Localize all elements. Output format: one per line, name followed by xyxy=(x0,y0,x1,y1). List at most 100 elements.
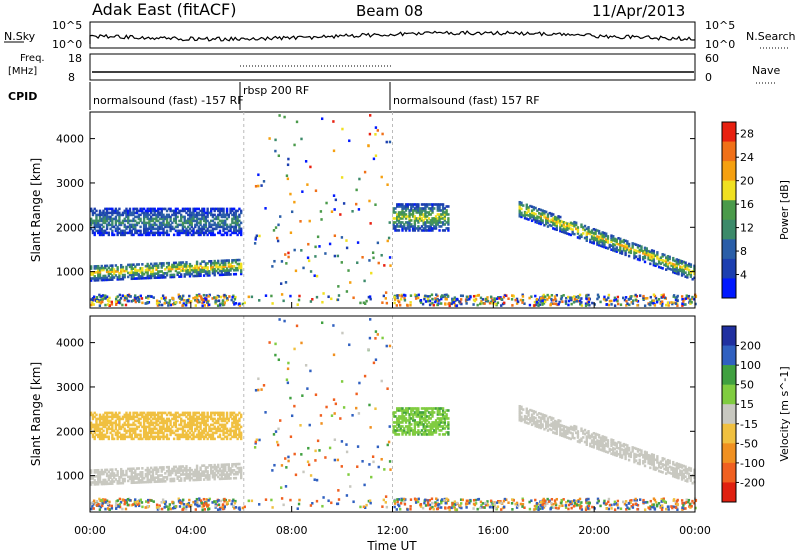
power-cell xyxy=(614,298,618,301)
power-cell xyxy=(206,300,209,304)
velocity-cell xyxy=(185,415,188,419)
power-cell xyxy=(691,277,694,281)
power-cell xyxy=(121,265,125,269)
velocity-cell xyxy=(222,429,225,433)
velocity-cell xyxy=(410,429,413,432)
colorbar-tick-label: 16 xyxy=(740,198,754,211)
velocity-cell xyxy=(162,433,165,437)
power-cell xyxy=(199,262,202,266)
velocity-cell xyxy=(610,438,613,442)
velocity-cell xyxy=(447,431,450,434)
velocity-cell xyxy=(128,429,132,433)
power-cell xyxy=(199,268,202,272)
power-cell xyxy=(134,300,137,304)
power-cell xyxy=(93,207,96,211)
velocity-cell xyxy=(436,502,439,505)
power-cell xyxy=(539,216,543,220)
power-cell xyxy=(596,293,600,297)
velocity-cell xyxy=(522,418,525,421)
velocity-cell xyxy=(418,411,422,414)
velocity-cell xyxy=(672,470,675,474)
velocity-cell xyxy=(426,407,429,410)
power-cell xyxy=(215,269,218,273)
power-cell xyxy=(95,221,98,225)
power-cell xyxy=(213,233,216,237)
power-cell xyxy=(527,218,530,221)
power-cell xyxy=(404,209,408,212)
power-cell xyxy=(406,225,409,228)
power-cell xyxy=(199,264,202,268)
power-cell xyxy=(197,270,201,274)
velocity-cell xyxy=(139,413,142,417)
velocity-cell xyxy=(652,455,656,459)
power-cell xyxy=(172,261,176,265)
power-cell xyxy=(190,233,193,237)
power-cell xyxy=(585,235,588,238)
velocity-cell xyxy=(434,423,438,426)
velocity-cell xyxy=(229,469,232,472)
velocity-cell xyxy=(239,470,243,474)
power-cell xyxy=(273,259,276,263)
power-cell xyxy=(202,211,206,215)
power-cell xyxy=(684,265,687,269)
power-cell xyxy=(297,298,301,302)
velocity-cell xyxy=(434,431,438,434)
velocity-cell xyxy=(229,473,232,476)
velocity-cell xyxy=(91,415,95,419)
power-cell xyxy=(187,231,190,235)
velocity-cell xyxy=(606,451,610,454)
power-cell xyxy=(104,303,107,307)
velocity-cell xyxy=(447,433,450,436)
power-cell xyxy=(401,213,404,216)
power-cell xyxy=(586,297,589,301)
power-cell xyxy=(363,279,366,283)
power-cell xyxy=(208,221,211,225)
power-cell xyxy=(293,248,296,252)
velocity-cell xyxy=(165,421,169,425)
power-cell xyxy=(112,225,116,229)
velocity-cell xyxy=(211,437,215,441)
velocity-cell xyxy=(209,437,213,441)
velocity-cell xyxy=(684,471,687,474)
colorbar-tick-label: 4 xyxy=(740,269,747,282)
power-cell xyxy=(144,209,148,213)
power-cell xyxy=(438,203,441,206)
power-cell xyxy=(116,295,119,298)
power-cell xyxy=(441,213,445,216)
velocity-cell xyxy=(187,423,190,427)
velocity-cell xyxy=(636,448,640,451)
power-cell xyxy=(104,231,107,235)
velocity-cell xyxy=(127,435,130,439)
power-cell xyxy=(684,261,687,265)
power-cell xyxy=(631,302,635,305)
velocity-cell xyxy=(399,407,402,410)
power-cell xyxy=(608,299,612,303)
velocity-cell xyxy=(545,420,548,424)
power-cell xyxy=(396,203,399,206)
power-cell xyxy=(204,219,208,223)
velocity-cell xyxy=(566,432,569,435)
power-cell xyxy=(686,264,689,267)
velocity-cell xyxy=(239,425,243,429)
velocity-cell xyxy=(679,469,682,473)
velocity-cell xyxy=(162,480,165,483)
velocity-cell xyxy=(128,417,132,421)
power-cell xyxy=(158,213,162,217)
velocity-cell xyxy=(567,426,571,430)
power-cell xyxy=(137,298,141,301)
power-cell xyxy=(132,233,135,237)
power-cell xyxy=(151,227,155,231)
velocity-cell xyxy=(146,421,149,425)
power-cell xyxy=(100,233,103,237)
velocity-cell xyxy=(227,467,231,470)
power-cell xyxy=(105,276,109,280)
power-cell xyxy=(188,217,192,221)
power-cell xyxy=(145,296,148,299)
velocity-cell xyxy=(613,447,617,451)
power-cell xyxy=(118,217,121,221)
velocity-cell xyxy=(440,429,443,432)
power-cell xyxy=(401,205,404,208)
power-cell xyxy=(134,211,137,215)
power-cell xyxy=(643,260,647,264)
colorbar-swatch xyxy=(722,219,736,240)
